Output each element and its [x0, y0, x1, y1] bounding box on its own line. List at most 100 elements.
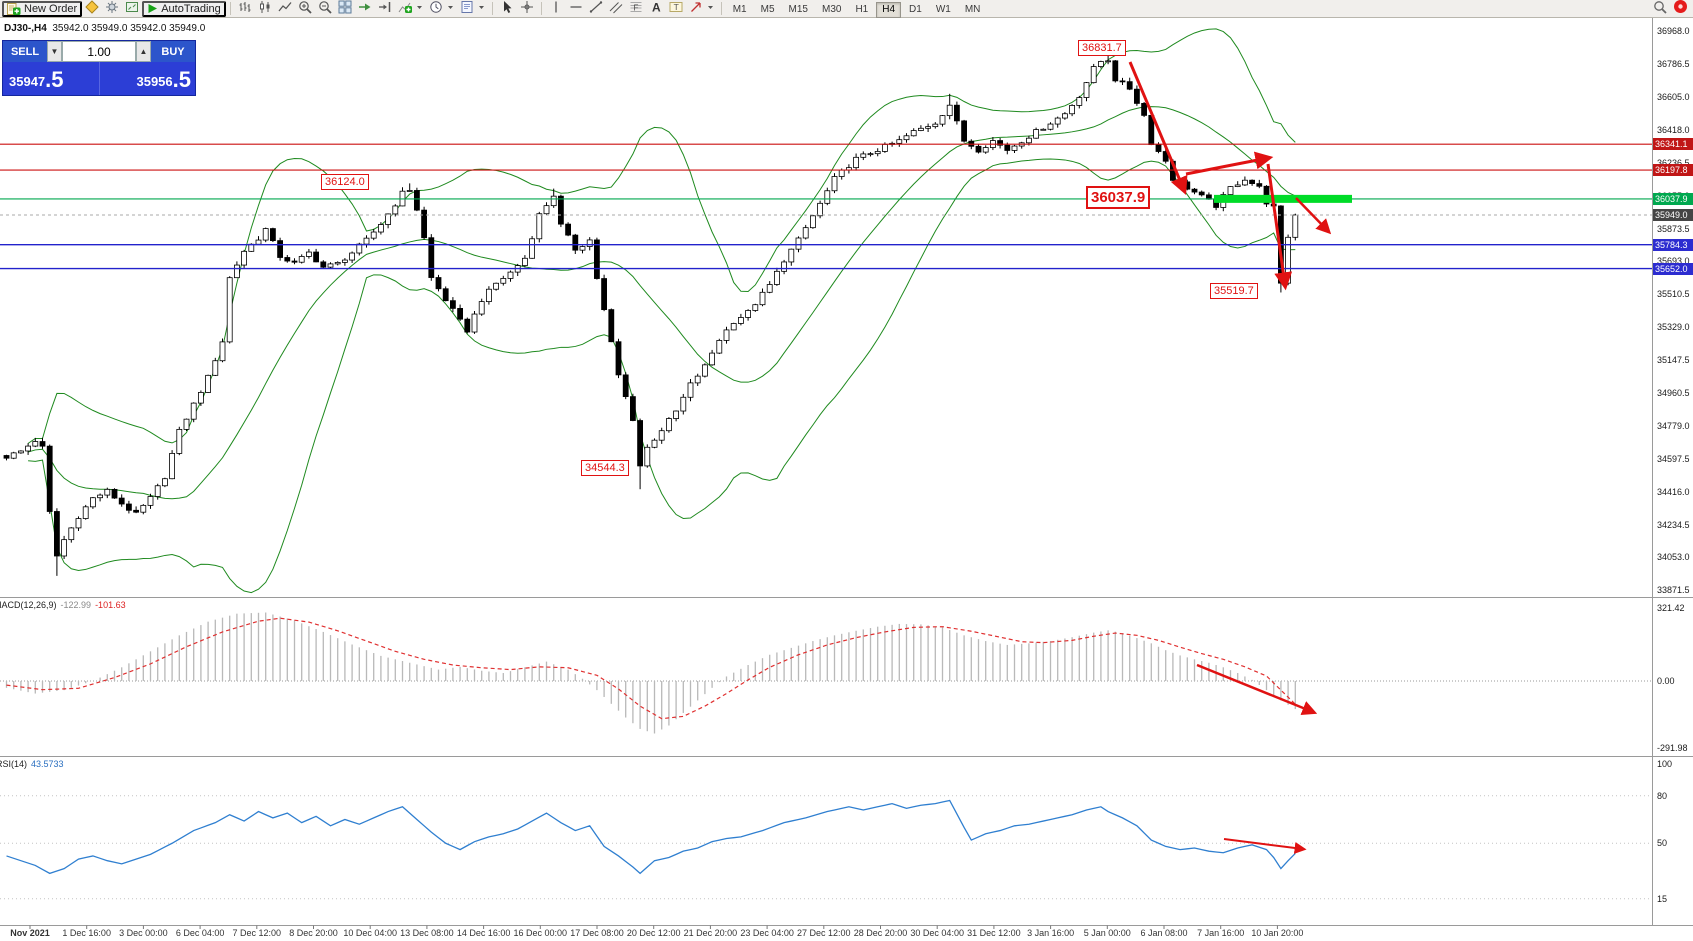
metaeditor-button[interactable] [82, 0, 102, 15]
candles-button[interactable] [255, 0, 275, 15]
price-axis-tag: 36037.9 [1653, 192, 1693, 205]
autotrading-play-icon [147, 3, 158, 14]
line-chart-button[interactable] [275, 0, 295, 15]
macd-scale-label: -291.98 [1657, 742, 1688, 753]
fullscreen-button[interactable] [122, 0, 142, 15]
zoom-out-icon [318, 0, 332, 14]
price-axis-tag: 36197.8 [1653, 164, 1693, 177]
record-icon [1673, 0, 1688, 14]
text-a-icon: A [649, 0, 663, 14]
periods-caret-icon [447, 0, 454, 14]
fullscreen-icon [125, 0, 139, 14]
zoom-out-button[interactable] [315, 0, 335, 15]
timeframe-m15-button[interactable]: M15 [788, 4, 808, 16]
rsi-scale-label: 80 [1657, 790, 1668, 801]
chart-shift-button[interactable] [375, 0, 395, 15]
hline-button[interactable] [566, 0, 586, 15]
macd-main-value: -122.99 [60, 600, 92, 610]
time-axis-label: 23 Dec 04:00 [740, 928, 794, 938]
timeframe-h4-button[interactable]: H4 [876, 1, 902, 18]
search-icon [1653, 0, 1667, 14]
chart-title: DJ30-,H4 35942.0 35949.0 35942.0 35949.0 [4, 23, 205, 34]
indicators-icon [398, 0, 412, 14]
volume-decrease-button[interactable]: ▼ [47, 41, 62, 62]
toolbar-separator [229, 2, 231, 15]
price-axis-tick: 34234.5 [1657, 519, 1690, 530]
time-axis-label: 21 Dec 20:00 [683, 928, 738, 938]
tile-button[interactable] [335, 0, 355, 15]
autotrading-button[interactable]: AutoTrading [142, 0, 226, 17]
price-axis-tag: 36341.1 [1653, 138, 1693, 151]
zoom-in-icon [298, 0, 312, 14]
indicators-caret-icon [416, 0, 423, 14]
price-axis-tick: 35510.5 [1657, 289, 1690, 300]
svg-text:T: T [673, 2, 678, 12]
timeframe-m30-button[interactable]: M30 [821, 4, 842, 16]
text-label-button[interactable]: T [666, 0, 686, 15]
trendline-button[interactable] [586, 0, 606, 15]
record-button[interactable] [1670, 0, 1691, 14]
timeframe-mn-button[interactable]: MN [964, 4, 981, 16]
volume-increase-button[interactable]: ▲ [136, 41, 151, 62]
options-icon [105, 0, 119, 14]
crosshair-icon [520, 0, 534, 14]
main-toolbar: New Order AutoTrading F A T M1 M5 M15 M30 H1 H4… [0, 0, 1693, 18]
channel-button[interactable] [606, 0, 626, 15]
cursor-icon [500, 0, 514, 14]
right-toolbar-group [1650, 0, 1691, 19]
timeframe-w1-button[interactable]: W1 [935, 4, 951, 16]
price-axis-tick: 35693.0 [1657, 256, 1690, 267]
price-axis-tick: 34960.5 [1657, 388, 1690, 399]
periods-button[interactable] [426, 0, 457, 15]
sell-price-display[interactable]: 35947.5 [9, 67, 64, 92]
price-callout-label: 36124.0 [321, 174, 369, 190]
arrows-tool-icon [689, 0, 703, 14]
toolbar-separator [540, 2, 542, 15]
price-callout-label: 35519.7 [1210, 283, 1258, 299]
buy-price-display[interactable]: 35956.5 [98, 62, 196, 95]
periods-icon [429, 0, 443, 14]
volume-input[interactable] [63, 42, 135, 61]
vline-icon [549, 0, 563, 14]
fibo-button[interactable]: F [626, 0, 646, 15]
macd-signal-value: -101.63 [95, 600, 126, 610]
time-axis-label: 7 Dec 12:00 [232, 928, 282, 938]
text-a-button[interactable]: A [646, 0, 666, 15]
candles-icon [258, 0, 272, 14]
options-button[interactable] [102, 0, 122, 15]
arrows-tool-button[interactable] [686, 0, 717, 15]
price-axis-tick: 34597.5 [1657, 453, 1690, 464]
rsi-label: RSI(14)43.5733 [0, 759, 64, 769]
timeframe-m5-button[interactable]: M5 [760, 4, 775, 16]
templates-button[interactable] [457, 0, 488, 15]
indicators-button[interactable] [395, 0, 426, 15]
crosshair-button[interactable] [517, 0, 537, 15]
cursor-toolbar-group [497, 0, 537, 19]
auto-scroll-button[interactable] [355, 0, 375, 15]
timeframe-m1-button[interactable]: M1 [732, 4, 747, 16]
time-axis-label: 20 Dec 12:00 [626, 928, 681, 938]
price-axis-tag: 35949.0 [1653, 208, 1693, 221]
auto-scroll-icon [358, 0, 372, 14]
new-order-button[interactable]: New Order [2, 0, 83, 17]
channel-icon [609, 0, 623, 14]
text-label-icon: T [669, 0, 683, 14]
cursor-button[interactable] [497, 0, 517, 15]
toolbar-separator [491, 2, 493, 15]
hline-icon [569, 0, 583, 14]
vline-button[interactable] [546, 0, 566, 15]
sell-button[interactable]: SELL [3, 41, 47, 62]
timeframe-d1-button[interactable]: D1 [909, 4, 922, 16]
price-callout-label: 36831.7 [1078, 40, 1126, 56]
timeframe-h1-button[interactable]: H1 [855, 4, 869, 16]
time-axis-label: 31 Dec 12:00 [967, 928, 1021, 938]
price-axis-tick: 36786.5 [1657, 58, 1690, 69]
buy-button[interactable]: BUY [151, 41, 195, 62]
bar-chart-button[interactable] [235, 0, 255, 15]
svg-text:A: A [652, 0, 661, 14]
zoom-in-button[interactable] [295, 0, 315, 15]
search-button[interactable] [1650, 0, 1670, 15]
